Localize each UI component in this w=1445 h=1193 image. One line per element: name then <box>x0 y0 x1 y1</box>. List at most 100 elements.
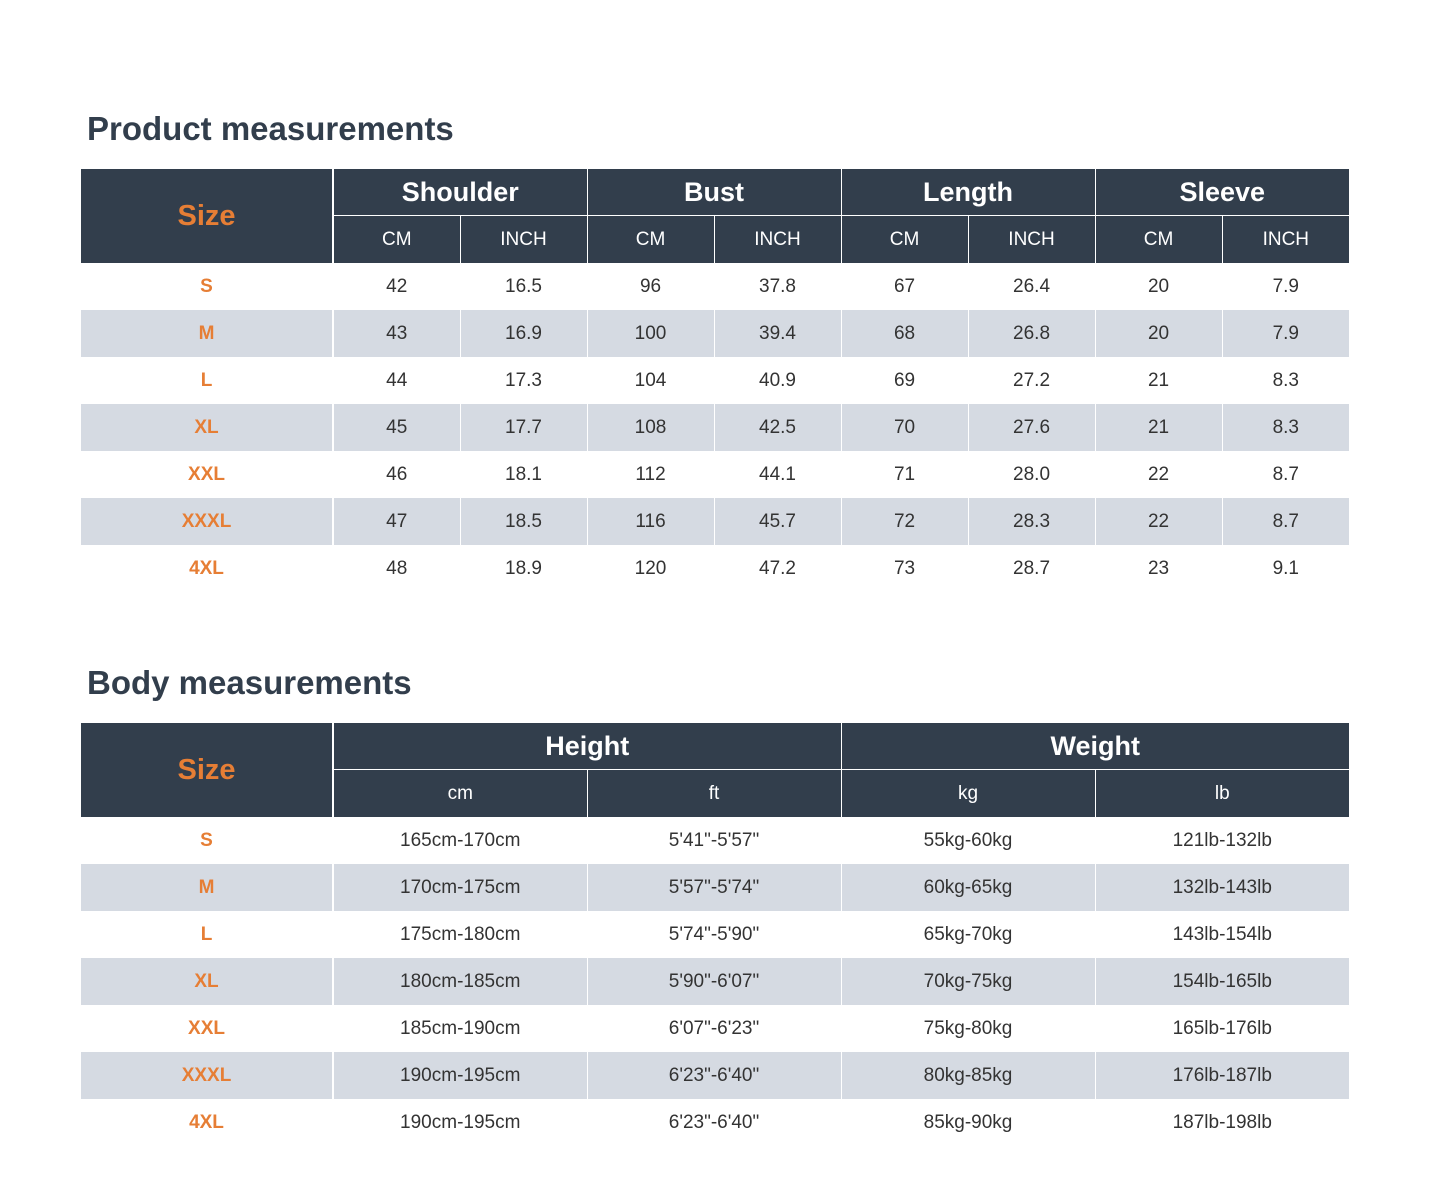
measurement-cell: 67 <box>841 263 969 310</box>
measurement-cell: 22 <box>1095 498 1223 545</box>
measurement-cell: 5'74"-5'90" <box>587 911 842 958</box>
measurement-cell: 71 <box>841 451 969 498</box>
measurement-cell: 18.9 <box>460 545 588 592</box>
table-row: S 42 16.5 96 37.8 67 26.4 20 7.9 <box>81 263 1350 310</box>
unit-header: CM <box>333 215 461 263</box>
measurement-cell: 22 <box>1095 451 1223 498</box>
shoulder-header: Shoulder <box>333 169 588 216</box>
measurement-cell: 17.7 <box>460 404 588 451</box>
measurement-cell: 6'07"-6'23" <box>587 1005 842 1052</box>
size-cell: M <box>81 310 334 357</box>
measurement-cell: 16.5 <box>460 263 588 310</box>
measurement-cell: 60kg-65kg <box>841 864 1096 911</box>
size-cell: S <box>81 263 334 310</box>
unit-header: INCH <box>1222 215 1350 263</box>
length-header: Length <box>841 169 1096 216</box>
product-unit-header-row: CM INCH CM INCH CM INCH CM INCH <box>81 215 1350 263</box>
table-row: M 170cm-175cm 5'57"-5'74" 60kg-65kg 132lb-14… <box>81 864 1349 911</box>
size-cell: XL <box>81 404 334 451</box>
height-header: Height <box>333 723 842 770</box>
bust-header: Bust <box>587 169 842 216</box>
measurement-cell: 7.9 <box>1222 310 1350 357</box>
measurement-cell: 20 <box>1095 263 1223 310</box>
measurement-cell: 23 <box>1095 545 1223 592</box>
measurement-cell: 70 <box>841 404 969 451</box>
measurement-cell: 72 <box>841 498 969 545</box>
measurement-cell: 40.9 <box>714 357 842 404</box>
table-row: XXXL 190cm-195cm 6'23"-6'40" 80kg-85kg 176lb… <box>81 1052 1349 1099</box>
product-group-header-row: Size Shoulder Bust Length Sleeve <box>81 169 1350 263</box>
measurement-cell: 45 <box>333 404 461 451</box>
measurement-cell: 143lb-154lb <box>1095 911 1349 958</box>
table-row: L 44 17.3 104 40.9 69 27.2 21 8.3 <box>81 357 1350 404</box>
size-cell: XXXL <box>81 1052 334 1099</box>
measurement-cell: 70kg-75kg <box>841 958 1096 1005</box>
table-row: XXL 46 18.1 112 44.1 71 28.0 22 8.7 <box>81 451 1350 498</box>
unit-header: ft <box>587 769 842 817</box>
measurement-cell: 55kg-60kg <box>841 817 1096 864</box>
measurement-cell: 42.5 <box>714 404 842 451</box>
size-cell: XXL <box>81 1005 334 1052</box>
measurement-cell: 6'23"-6'40" <box>587 1099 842 1146</box>
unit-header: CM <box>841 215 969 263</box>
table-row: 4XL 48 18.9 120 47.2 73 28.7 23 9.1 <box>81 545 1350 592</box>
measurement-cell: 8.3 <box>1222 357 1350 404</box>
measurement-cell: 85kg-90kg <box>841 1099 1096 1146</box>
measurement-cell: 42 <box>333 263 461 310</box>
body-group-header-row: Size Height Weight <box>81 723 1349 817</box>
measurement-cell: 108 <box>587 404 715 451</box>
size-cell: XL <box>81 958 334 1005</box>
measurement-cell: 112 <box>587 451 715 498</box>
measurement-cell: 43 <box>333 310 461 357</box>
unit-header: CM <box>1095 215 1223 263</box>
measurement-cell: 20 <box>1095 310 1223 357</box>
size-cell: M <box>81 864 334 911</box>
measurement-cell: 185cm-190cm <box>333 1005 588 1052</box>
measurement-cell: 21 <box>1095 357 1223 404</box>
unit-header: INCH <box>714 215 842 263</box>
measurement-cell: 116 <box>587 498 715 545</box>
table-row: XXXL 47 18.5 116 45.7 72 28.3 22 8.7 <box>81 498 1350 545</box>
measurement-cell: 190cm-195cm <box>333 1099 588 1146</box>
table-row: XL 45 17.7 108 42.5 70 27.6 21 8.3 <box>81 404 1350 451</box>
table-row: L 175cm-180cm 5'74"-5'90" 65kg-70kg 143lb-15… <box>81 911 1349 958</box>
measurement-cell: 27.6 <box>968 404 1096 451</box>
measurement-cell: 5'57"-5'74" <box>587 864 842 911</box>
measurement-cell: 28.3 <box>968 498 1096 545</box>
measurement-cell: 8.7 <box>1222 498 1350 545</box>
product-measurements-table: Size Shoulder Bust Length Sleeve CM INCH… <box>81 169 1350 592</box>
measurement-cell: 8.3 <box>1222 404 1350 451</box>
unit-header: cm <box>333 769 588 817</box>
product-measurements-title: Product measurements <box>87 110 454 147</box>
size-cell: L <box>81 911 334 958</box>
sleeve-header: Sleeve <box>1095 169 1350 216</box>
measurement-cell: 17.3 <box>460 357 588 404</box>
size-cell: XXL <box>81 451 334 498</box>
size-column-header: Size <box>81 169 334 263</box>
table-row: XXL 185cm-190cm 6'07"-6'23" 75kg-80kg 165lb-… <box>81 1005 1349 1052</box>
measurement-cell: 27.2 <box>968 357 1096 404</box>
size-cell: L <box>81 357 334 404</box>
unit-header: INCH <box>460 215 588 263</box>
measurement-cell: 18.5 <box>460 498 588 545</box>
measurement-cell: 48 <box>333 545 461 592</box>
measurement-cell: 154lb-165lb <box>1095 958 1349 1005</box>
measurement-cell: 190cm-195cm <box>333 1052 588 1099</box>
measurement-cell: 75kg-80kg <box>841 1005 1096 1052</box>
measurement-cell: 176lb-187lb <box>1095 1052 1349 1099</box>
measurement-cell: 47 <box>333 498 461 545</box>
measurement-cell: 37.8 <box>714 263 842 310</box>
table-row: M 43 16.9 100 39.4 68 26.8 20 7.9 <box>81 310 1350 357</box>
measurement-cell: 165lb-176lb <box>1095 1005 1349 1052</box>
measurement-cell: 96 <box>587 263 715 310</box>
table-row: S 165cm-170cm 5'41"-5'57" 55kg-60kg 121lb-13… <box>81 817 1349 864</box>
measurement-cell: 65kg-70kg <box>841 911 1096 958</box>
measurement-cell: 8.7 <box>1222 451 1350 498</box>
measurement-cell: 18.1 <box>460 451 588 498</box>
measurement-cell: 47.2 <box>714 545 842 592</box>
measurement-cell: 180cm-185cm <box>333 958 588 1005</box>
unit-header: CM <box>587 215 715 263</box>
unit-header: INCH <box>968 215 1096 263</box>
measurement-cell: 121lb-132lb <box>1095 817 1349 864</box>
measurement-cell: 68 <box>841 310 969 357</box>
